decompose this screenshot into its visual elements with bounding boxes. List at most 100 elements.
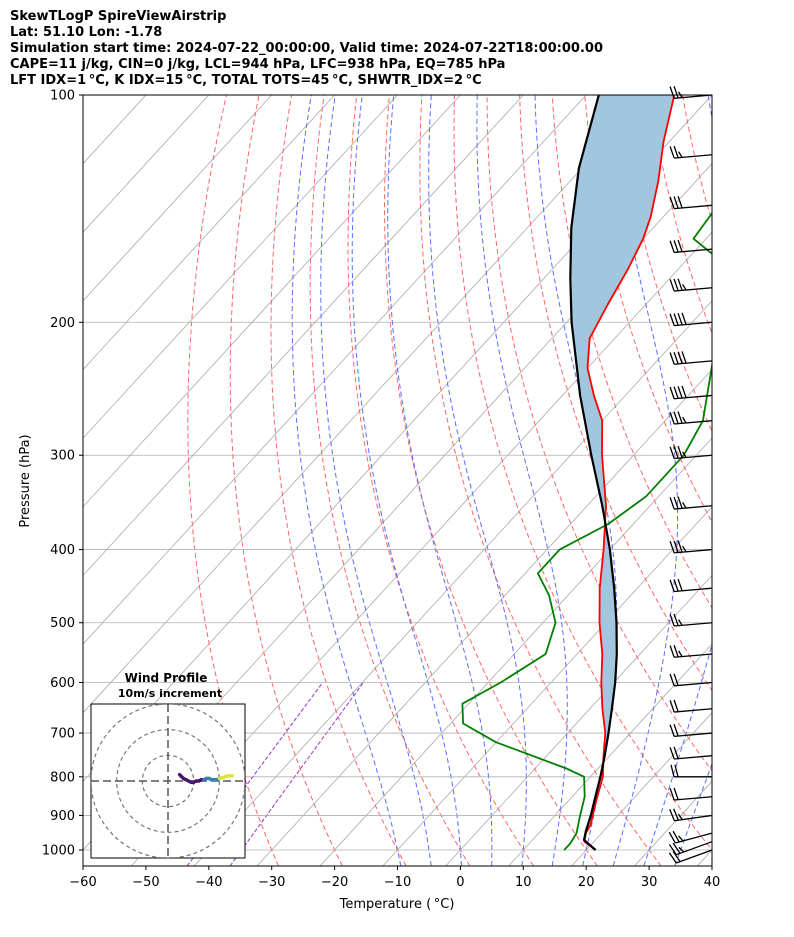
x-tick-label: −20	[321, 875, 348, 890]
dry-adiabat-line	[347, 95, 535, 866]
isotherm-line	[130, 231, 712, 866]
dry-adiabat-line	[748, 95, 794, 866]
wind-barb	[669, 724, 713, 738]
x-tick-label: −30	[258, 875, 285, 890]
cape-area	[570, 95, 675, 850]
dry-adiabat-line	[419, 95, 662, 866]
moist-adiabat-line	[320, 95, 432, 866]
isotherm-line	[319, 437, 712, 866]
isotherm-line	[83, 95, 650, 714]
wind-barb	[669, 145, 713, 159]
y-tick-label: 700	[50, 727, 75, 742]
time-line: Simulation start time: 2024-07-22_00:00:…	[10, 41, 603, 56]
hodograph-segment	[202, 776, 222, 782]
dry-adiabat-line	[453, 95, 712, 851]
x-tick-label: 20	[578, 875, 595, 890]
wind-barb	[668, 849, 713, 864]
wind-barb	[669, 496, 713, 510]
wind-barb	[668, 841, 713, 856]
moist-adiabat-line	[609, 95, 679, 866]
y-tick-label: 600	[50, 676, 75, 691]
dry-adiabat-line	[780, 95, 794, 866]
moist-adiabat-line	[643, 95, 712, 866]
wind-barb	[670, 764, 712, 778]
chart-title: SkewTLogP SpireViewAirstrip	[10, 9, 227, 24]
isotherm-line	[634, 780, 712, 866]
wind-barb	[669, 673, 713, 687]
wind-barb	[669, 540, 713, 554]
x-tick-label: −50	[132, 875, 159, 890]
y-axis-label: Pressure (hPa)	[18, 434, 33, 527]
chart-title-block: SkewTLogP SpireViewAirstrip Lat: 51.10 L…	[10, 9, 790, 89]
x-tick-label: 30	[641, 875, 658, 890]
isotherm-line	[193, 300, 712, 866]
hodograph-title: Wind Profile	[125, 671, 208, 685]
dry-adiabat-line	[519, 95, 712, 692]
isotherm-line	[83, 95, 398, 439]
dry-adiabat-line	[309, 95, 471, 866]
x-tick-label: 40	[704, 875, 721, 890]
isotherm-line	[445, 574, 712, 866]
isotherm-line	[83, 95, 335, 371]
isotherm-line	[256, 368, 712, 866]
x-tick-label: −40	[195, 875, 222, 890]
wind-barbs	[668, 86, 713, 864]
isotherm-line	[83, 95, 461, 508]
isotherm-line	[83, 95, 210, 233]
parcel-line	[569, 95, 618, 851]
profile-series	[461, 95, 712, 851]
dry-adiabat-line	[551, 95, 712, 609]
wind-barb	[668, 830, 713, 844]
moist-adiabat-line	[674, 762, 712, 866]
wind-barb	[669, 351, 713, 365]
axes: −60 −50 −40 −30 −20 −10 0 10 20 30 40 100 200 300 400 5…	[42, 89, 720, 891]
x-tick-label: −60	[69, 875, 96, 890]
moist-adiabat-line	[428, 95, 527, 866]
x-axis-label: Temperature ( °C)	[339, 897, 455, 912]
hodograph-trace	[177, 772, 234, 785]
isotherm-line	[382, 506, 712, 866]
x-tick-label: 10	[515, 875, 532, 890]
wind-barb	[669, 746, 713, 760]
x-tick-label: −10	[384, 875, 411, 890]
hodograph-subtitle: 10m/s increment	[118, 687, 222, 700]
y-tick-label: 200	[50, 316, 75, 331]
wind-barb	[669, 578, 713, 593]
wind-barb	[669, 613, 713, 627]
wind-barb	[669, 645, 713, 658]
mixing-ratio-line	[229, 682, 364, 866]
moist-adiabat-line	[476, 95, 568, 866]
location-line: Lat: 51.10 Lon: -1.78	[10, 25, 163, 40]
moist-adiabat-line	[387, 95, 493, 866]
y-tick-label: 100	[50, 89, 75, 104]
wind-barb	[669, 196, 713, 210]
isotherm-line	[83, 95, 587, 645]
moist-adiabat-line	[351, 95, 462, 866]
y-tick-label: 500	[50, 616, 75, 631]
dry-adiabat-line	[682, 95, 712, 223]
moist-adiabat-line	[291, 95, 402, 866]
y-tick-label: 900	[50, 809, 75, 824]
wind-barb	[669, 787, 713, 801]
isotherm-line	[83, 95, 272, 302]
dewpoint-line	[461, 211, 712, 851]
isotherm-line	[83, 95, 524, 577]
y-tick-label: 1000	[42, 844, 75, 859]
indices-line: LFT IDX=1 °C, K IDX=15 °C, TOTAL TOTS=45…	[10, 73, 482, 88]
dry-adiabat-line	[616, 95, 712, 433]
cape-line: CAPE=11 j/kg, CIN=0 j/kg, LCL=944 hPa, L…	[10, 57, 506, 72]
isotherm-line	[508, 643, 712, 866]
hodograph-segment	[217, 774, 234, 781]
x-tick-label: 0	[456, 875, 464, 890]
wind-barb	[669, 278, 713, 292]
dry-adiabat-line	[229, 95, 343, 866]
dry-adiabat-line	[187, 95, 279, 866]
wind-barb	[669, 445, 713, 460]
y-tick-label: 400	[50, 543, 75, 558]
hodograph-segment	[177, 772, 206, 785]
wind-barb	[669, 699, 713, 713]
wind-barb	[669, 385, 713, 400]
dry-adiabat-line	[486, 95, 712, 772]
hodograph-inset: Wind Profile 10m/s increment	[90, 671, 246, 859]
